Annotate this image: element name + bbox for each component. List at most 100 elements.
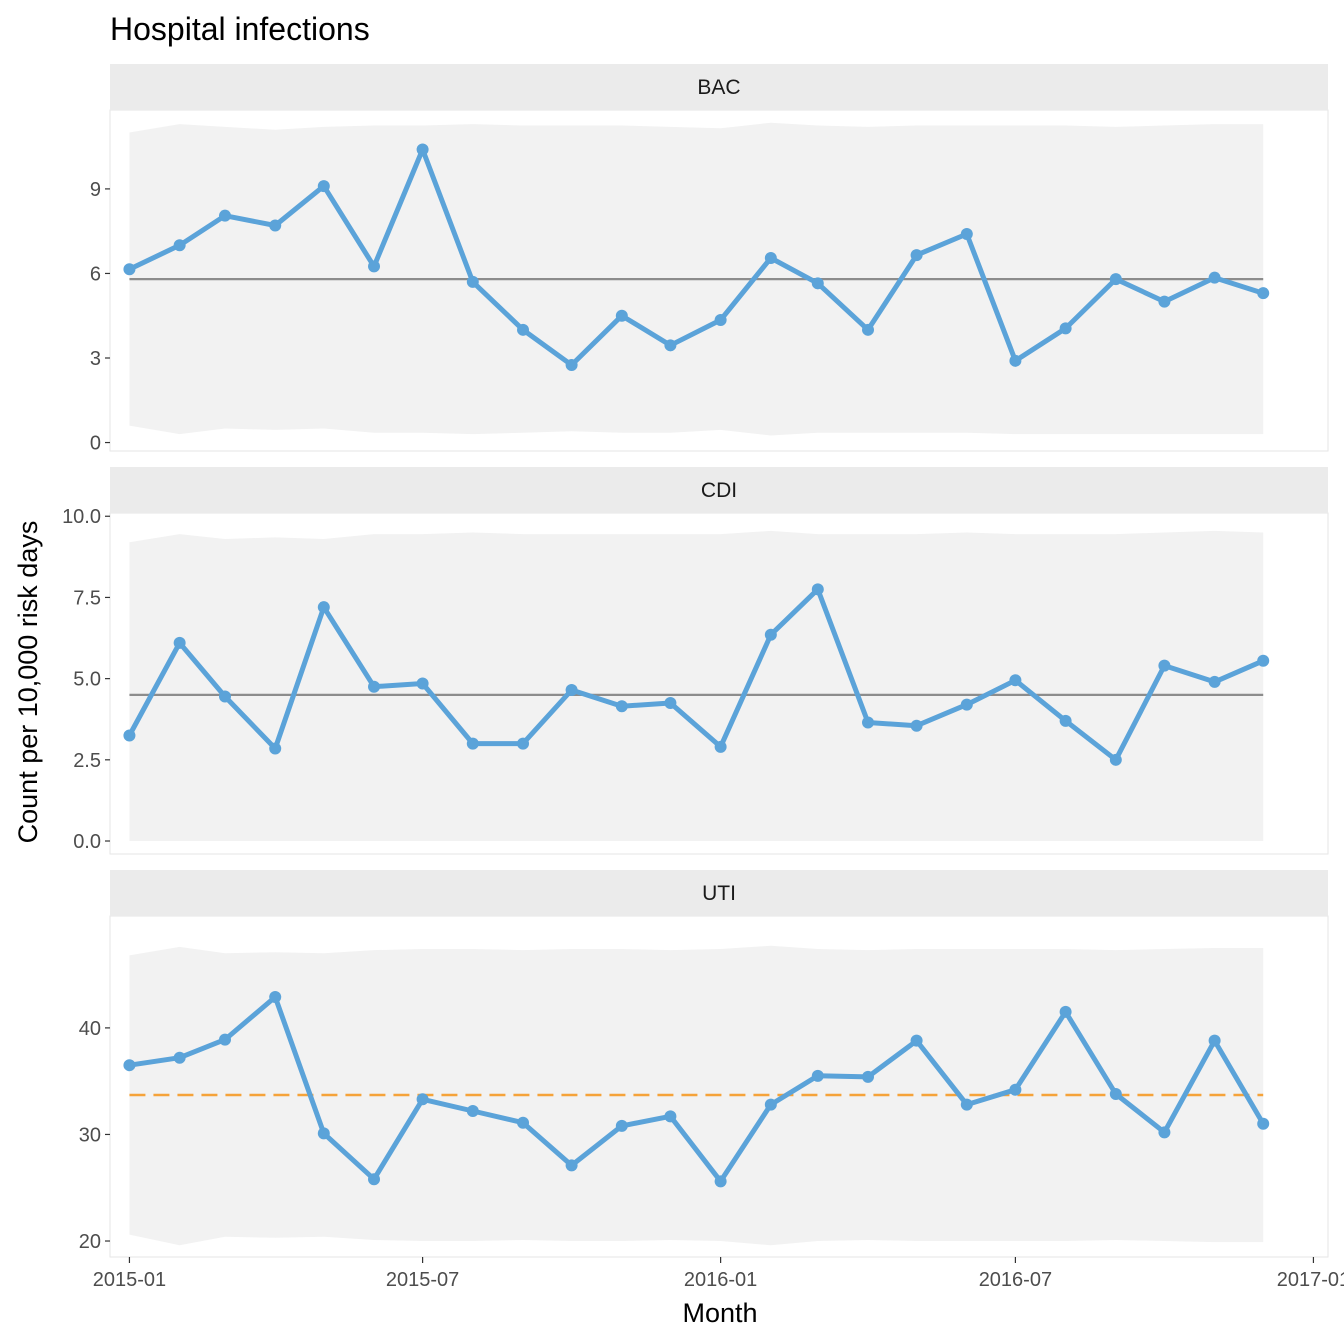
data-point	[565, 683, 578, 696]
data-point	[517, 1116, 530, 1129]
data-line-bac	[126, 147, 1266, 368]
data-point	[218, 1033, 231, 1046]
data-point	[1158, 295, 1171, 308]
data-point	[764, 251, 777, 264]
y-tick-label: 3	[90, 348, 101, 370]
y-tick-label: 10.0	[62, 506, 101, 528]
data-point	[123, 729, 136, 742]
data-point	[862, 323, 875, 336]
data-point	[811, 583, 824, 596]
data-point	[416, 677, 429, 690]
data-point	[714, 740, 727, 753]
data-point	[269, 742, 282, 755]
data-point	[368, 1173, 381, 1186]
data-point	[664, 1110, 677, 1123]
data-point	[317, 601, 330, 614]
x-tick-label: 2015-01	[93, 1269, 166, 1291]
data-point	[1257, 654, 1270, 667]
data-point	[565, 1159, 578, 1172]
x-tick-label: 2016-01	[684, 1269, 757, 1291]
data-point	[862, 716, 875, 729]
data-point	[517, 737, 530, 750]
facet-strip	[110, 64, 1328, 110]
data-line-cdi	[126, 586, 1266, 763]
data-line-uti	[126, 994, 1266, 1184]
data-point	[615, 1119, 628, 1132]
data-point	[1009, 354, 1022, 367]
data-point	[664, 696, 677, 709]
y-tick-label: 30	[79, 1124, 101, 1146]
y-tick-label: 0.0	[73, 831, 101, 853]
control-limits-band	[129, 530, 1264, 841]
data-point	[1059, 322, 1072, 335]
data-point	[173, 1051, 186, 1064]
data-point	[1158, 1126, 1171, 1139]
data-point	[368, 260, 381, 273]
data-point	[123, 1059, 136, 1072]
y-tick-label: 20	[79, 1231, 101, 1253]
data-point	[764, 1098, 777, 1111]
facet-panel-cdi: CDI 0.0 2.5 5.0 7.5 10.0	[62, 467, 1329, 855]
data-point	[664, 339, 677, 352]
data-point	[565, 359, 578, 372]
data-point	[218, 209, 231, 222]
x-tick-label: 2015-07	[386, 1269, 459, 1291]
chart-title: Hospital infections	[110, 11, 370, 47]
data-point	[269, 990, 282, 1003]
data-point	[466, 275, 479, 288]
data-point	[1257, 287, 1270, 300]
facet-panel-bac: BAC 0 3 6 9	[90, 64, 1329, 455]
facet-strip-label: BAC	[697, 76, 740, 99]
data-point	[173, 239, 186, 252]
data-point	[1009, 1083, 1022, 1096]
data-point	[368, 680, 381, 693]
y-tick-label: 5.0	[73, 669, 101, 691]
data-point	[173, 636, 186, 649]
data-point	[466, 1105, 479, 1118]
x-tick-label: 2016-07	[979, 1269, 1052, 1291]
y-tick-label: 9	[90, 179, 101, 201]
data-point	[960, 1098, 973, 1111]
data-point	[317, 1127, 330, 1140]
facet-strip-label: UTI	[702, 882, 736, 905]
data-point	[862, 1070, 875, 1083]
data-point	[317, 180, 330, 193]
facet-panels: BAC 0 3 6 9 CDI 0.0 2.5 5.0 7.5 10.0 UTI 20 30 40	[62, 64, 1329, 1258]
data-point	[1109, 1087, 1122, 1100]
data-point	[1059, 1005, 1072, 1018]
y-tick-label: 2.5	[73, 750, 101, 772]
data-point	[1109, 273, 1122, 286]
data-point	[1109, 753, 1122, 766]
data-point	[1208, 271, 1221, 284]
x-axis-title: Month	[682, 1298, 757, 1328]
y-tick-label: 7.5	[73, 587, 101, 609]
y-tick-label: 40	[79, 1018, 101, 1040]
data-point	[714, 1175, 727, 1188]
data-point	[517, 323, 530, 336]
data-point	[960, 698, 973, 711]
facet-strip-label: CDI	[701, 479, 737, 502]
data-point	[1009, 674, 1022, 687]
x-tick-label: 2017-01	[1277, 1269, 1344, 1291]
data-point	[615, 309, 628, 322]
data-point	[416, 1093, 429, 1106]
data-point	[1158, 659, 1171, 672]
y-axis-title: Count per 10,000 risk days	[13, 521, 43, 844]
data-point	[1208, 1034, 1221, 1047]
data-point	[218, 690, 231, 703]
facet-panel-uti: UTI 20 30 40	[79, 870, 1329, 1258]
facet-strip	[110, 467, 1328, 513]
data-point	[811, 277, 824, 290]
data-point	[269, 219, 282, 232]
data-point	[1257, 1117, 1270, 1130]
data-point	[910, 249, 923, 262]
data-point	[1208, 675, 1221, 688]
data-point	[811, 1069, 824, 1082]
x-axis: 2015-01 2015-07 2016-01 2016-07 2017-01	[93, 1257, 1344, 1291]
data-point	[764, 628, 777, 641]
data-point	[416, 143, 429, 156]
data-point	[910, 1034, 923, 1047]
data-point	[910, 719, 923, 732]
data-point	[466, 737, 479, 750]
